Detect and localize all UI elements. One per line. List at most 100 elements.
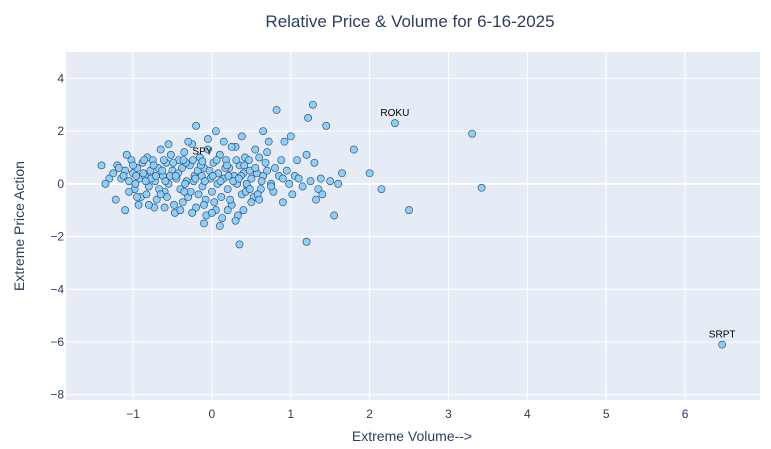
data-point bbox=[169, 158, 178, 167]
data-point bbox=[207, 187, 216, 196]
chart-title: Relative Price & Volume for 6-16-2025 bbox=[265, 12, 554, 31]
data-point bbox=[365, 169, 374, 178]
data-point bbox=[101, 179, 110, 188]
data-point bbox=[226, 195, 234, 204]
y-axis-title: Extreme Price Action bbox=[11, 161, 27, 291]
data-point bbox=[247, 198, 256, 207]
y-tick-label: −8 bbox=[50, 388, 64, 402]
data-point bbox=[216, 177, 225, 186]
data-point bbox=[215, 222, 224, 230]
data-point bbox=[134, 201, 143, 209]
data-point bbox=[259, 127, 268, 135]
data-point bbox=[326, 177, 335, 186]
data-point bbox=[227, 143, 236, 151]
data-point bbox=[178, 164, 186, 172]
data-point bbox=[232, 156, 241, 164]
data-point bbox=[349, 145, 358, 154]
data-point bbox=[405, 206, 413, 215]
data-point bbox=[277, 156, 286, 164]
data-point bbox=[234, 174, 243, 183]
data-point bbox=[302, 150, 311, 159]
data-point bbox=[280, 137, 289, 146]
data-point bbox=[139, 169, 148, 178]
data-point bbox=[204, 135, 212, 143]
data-point bbox=[334, 179, 342, 188]
data-point bbox=[194, 190, 203, 199]
data-point bbox=[97, 161, 106, 170]
data-point bbox=[200, 219, 208, 228]
data-point bbox=[263, 166, 272, 175]
data-point bbox=[330, 211, 339, 220]
x-tick-label: 5 bbox=[603, 407, 610, 421]
data-point bbox=[125, 187, 133, 196]
data-point bbox=[264, 137, 273, 146]
data-point bbox=[109, 169, 118, 178]
data-point bbox=[257, 177, 266, 186]
data-point bbox=[142, 190, 151, 199]
data-point bbox=[338, 169, 346, 178]
data-point bbox=[271, 164, 279, 172]
data-point bbox=[286, 132, 295, 141]
data-point bbox=[140, 156, 148, 164]
data-point bbox=[218, 214, 227, 222]
data-point bbox=[180, 148, 189, 157]
data-point bbox=[312, 195, 320, 204]
data-point bbox=[208, 172, 217, 180]
data-point bbox=[207, 208, 216, 217]
x-tick-label: −1 bbox=[126, 407, 140, 421]
data-point bbox=[132, 172, 141, 180]
data-point bbox=[156, 190, 165, 199]
data-point bbox=[189, 156, 197, 164]
data-point bbox=[282, 166, 291, 175]
data-point bbox=[237, 132, 246, 141]
data-point bbox=[235, 240, 244, 249]
annotated-data-point bbox=[198, 157, 207, 166]
data-point bbox=[468, 129, 477, 138]
data-point bbox=[212, 156, 221, 164]
data-point bbox=[316, 174, 325, 183]
data-point bbox=[267, 182, 275, 191]
data-point bbox=[180, 187, 189, 196]
data-point bbox=[224, 172, 233, 180]
data-point bbox=[217, 193, 226, 201]
data-point bbox=[261, 158, 270, 167]
data-point bbox=[161, 177, 170, 186]
y-tick-label: −4 bbox=[50, 282, 64, 296]
data-point bbox=[204, 145, 212, 154]
data-point bbox=[306, 177, 315, 186]
data-point bbox=[129, 161, 137, 170]
data-point bbox=[156, 145, 165, 154]
x-axis-ticks: −1 0 1 2 3 4 5 6 bbox=[126, 407, 689, 421]
data-point bbox=[240, 161, 249, 170]
data-point bbox=[251, 164, 260, 172]
y-tick-label: 0 bbox=[57, 177, 64, 191]
point-annotations: ROKU SRPT SPY bbox=[192, 108, 735, 340]
plot-area bbox=[66, 52, 760, 400]
data-point bbox=[308, 100, 317, 109]
data-point bbox=[278, 174, 287, 183]
data-point bbox=[131, 179, 140, 188]
data-point bbox=[200, 177, 209, 186]
point-annotation-label: ROKU bbox=[380, 108, 409, 119]
data-point bbox=[184, 137, 193, 146]
y-tick-label: −6 bbox=[50, 335, 64, 349]
data-point bbox=[302, 237, 311, 246]
data-point bbox=[105, 174, 114, 183]
x-tick-label: 3 bbox=[445, 407, 452, 421]
data-point bbox=[245, 185, 254, 193]
data-point bbox=[144, 201, 153, 209]
annotated-data-point bbox=[390, 119, 399, 128]
data-point bbox=[322, 121, 331, 130]
x-tick-label: 4 bbox=[524, 407, 531, 421]
data-point bbox=[255, 153, 264, 162]
data-point bbox=[304, 114, 313, 122]
data-point bbox=[119, 172, 128, 180]
x-tick-label: 6 bbox=[682, 407, 689, 421]
data-point bbox=[298, 182, 307, 191]
data-point bbox=[192, 121, 201, 130]
data-point bbox=[152, 195, 161, 204]
x-tick-label: 2 bbox=[366, 407, 373, 421]
data-point bbox=[247, 174, 256, 183]
data-point bbox=[318, 190, 327, 199]
